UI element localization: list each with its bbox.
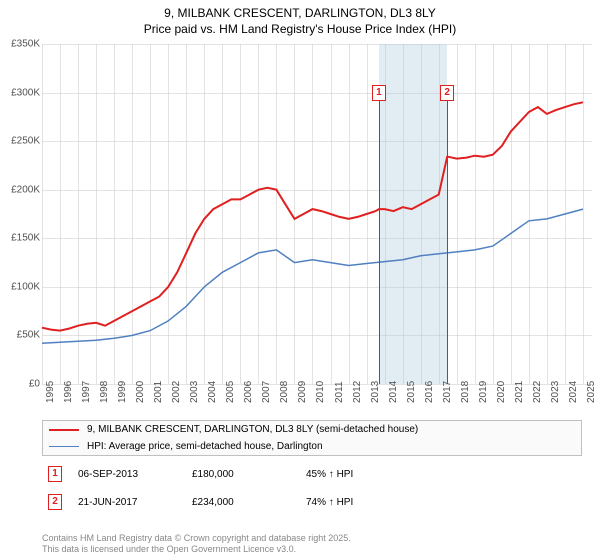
- sale-delta: 45% ↑ HPI: [306, 469, 416, 480]
- y-tick-label: £350K: [0, 39, 40, 50]
- sale-price: £234,000: [192, 497, 302, 508]
- legend-swatch-hpi: [49, 446, 79, 448]
- sale-row-2: 2 21-JUN-2017 £234,000 74% ↑ HPI: [42, 488, 582, 516]
- marker-box-2: 2: [440, 85, 454, 101]
- marker-line-1: [379, 93, 380, 384]
- series-hpi: [42, 209, 583, 343]
- y-tick-label: £300K: [0, 87, 40, 98]
- y-tick-label: £250K: [0, 136, 40, 147]
- x-tick-label: 2022: [532, 381, 543, 403]
- x-tick-label: 2012: [352, 381, 363, 403]
- x-tick-label: 2013: [370, 381, 381, 403]
- attribution-line1: Contains HM Land Registry data © Crown c…: [42, 533, 351, 545]
- attribution-line2: This data is licensed under the Open Gov…: [42, 544, 351, 556]
- y-tick-label: £150K: [0, 233, 40, 244]
- x-tick-label: 2023: [550, 381, 561, 403]
- x-tick-label: 2008: [279, 381, 290, 403]
- x-tick-label: 2003: [189, 381, 200, 403]
- sales-table: 1 06-SEP-2013 £180,000 45% ↑ HPI 2 21-JUN-201…: [42, 460, 582, 516]
- x-tick-label: 1996: [63, 381, 74, 403]
- x-tick-label: 2017: [442, 381, 453, 403]
- sale-delta: 74% ↑ HPI: [306, 497, 416, 508]
- x-tick-label: 2002: [171, 381, 182, 403]
- title-line1: 9, MILBANK CRESCENT, DARLINGTON, DL3 8LY: [0, 6, 600, 22]
- y-tick-label: £0: [0, 379, 40, 390]
- line-series-svg: [42, 44, 592, 384]
- x-tick-label: 1997: [81, 381, 92, 403]
- x-tick-label: 2025: [586, 381, 597, 403]
- x-tick-label: 2005: [225, 381, 236, 403]
- sale-marker-2: 2: [48, 494, 62, 510]
- sale-date: 06-SEP-2013: [78, 469, 188, 480]
- legend-row-hpi: HPI: Average price, semi-detached house,…: [43, 438, 581, 455]
- x-tick-label: 2014: [388, 381, 399, 403]
- legend-label-property: 9, MILBANK CRESCENT, DARLINGTON, DL3 8LY…: [87, 424, 418, 435]
- sale-marker-1: 1: [48, 466, 62, 482]
- x-tick-label: 2004: [207, 381, 218, 403]
- x-tick-label: 2024: [568, 381, 579, 403]
- x-tick-label: 2007: [261, 381, 272, 403]
- x-tick-label: 2016: [424, 381, 435, 403]
- x-tick-label: 2000: [135, 381, 146, 403]
- x-tick-label: 1999: [117, 381, 128, 403]
- marker-box-1: 1: [372, 85, 386, 101]
- plot-area: 12 £0£50K£100K£150K£200K£250K£300K£350K …: [42, 44, 592, 384]
- x-tick-label: 2021: [514, 381, 525, 403]
- chart-title: 9, MILBANK CRESCENT, DARLINGTON, DL3 8LY…: [0, 0, 600, 37]
- legend-label-hpi: HPI: Average price, semi-detached house,…: [87, 441, 323, 452]
- legend-panel: 9, MILBANK CRESCENT, DARLINGTON, DL3 8LY…: [42, 420, 582, 456]
- y-tick-label: £50K: [0, 330, 40, 341]
- x-tick-label: 2010: [315, 381, 326, 403]
- series-property: [42, 102, 583, 330]
- legend-row-property: 9, MILBANK CRESCENT, DARLINGTON, DL3 8LY…: [43, 421, 581, 438]
- x-tick-label: 2006: [243, 381, 254, 403]
- x-tick-label: 2018: [460, 381, 471, 403]
- x-tick-label: 2019: [478, 381, 489, 403]
- legend-swatch-property: [49, 429, 79, 431]
- title-line2: Price paid vs. HM Land Registry's House …: [0, 22, 600, 38]
- sale-price: £180,000: [192, 469, 302, 480]
- x-tick-label: 2009: [297, 381, 308, 403]
- x-tick-label: 2011: [334, 381, 345, 403]
- y-tick-label: £200K: [0, 184, 40, 195]
- x-tick-label: 1995: [45, 381, 56, 403]
- sale-date: 21-JUN-2017: [78, 497, 188, 508]
- attribution: Contains HM Land Registry data © Crown c…: [42, 533, 351, 556]
- x-tick-label: 2020: [496, 381, 507, 403]
- x-tick-label: 2015: [406, 381, 417, 403]
- x-tick-label: 2001: [153, 381, 164, 403]
- marker-line-2: [447, 93, 448, 384]
- sale-row-1: 1 06-SEP-2013 £180,000 45% ↑ HPI: [42, 460, 582, 488]
- y-tick-label: £100K: [0, 281, 40, 292]
- x-tick-label: 1998: [99, 381, 110, 403]
- chart-container: 9, MILBANK CRESCENT, DARLINGTON, DL3 8LY…: [0, 0, 600, 560]
